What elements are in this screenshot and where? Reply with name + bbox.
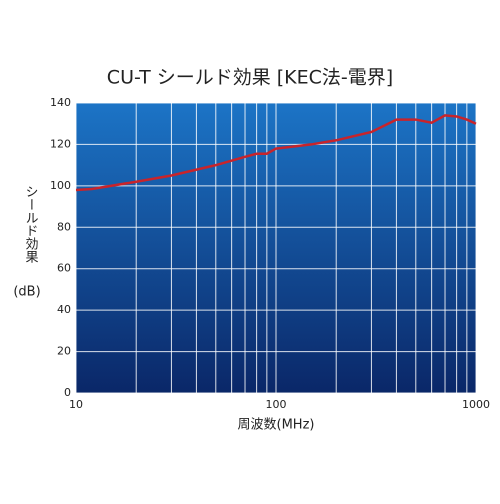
y-tick-label: 100 xyxy=(50,179,71,192)
y-tick-label: 40 xyxy=(57,303,71,316)
y-axis-label: シールド効果 xyxy=(23,185,39,263)
y-tick-label: 60 xyxy=(57,262,71,275)
x-tick-label: 10 xyxy=(69,398,83,411)
y-tick-label: 140 xyxy=(50,96,71,109)
y-tick-label: 120 xyxy=(50,137,71,150)
data-line xyxy=(75,114,477,192)
y-tick-label: 0 xyxy=(64,386,71,399)
x-tick-label: 1000 xyxy=(462,398,490,411)
y-tick-label: 80 xyxy=(57,220,71,233)
chart-title: CU-T シールド効果 [KEC法-電界] xyxy=(107,67,393,89)
x-axis-label: 周波数(MHz) xyxy=(238,418,315,433)
y-axis-unit: (dB) xyxy=(13,285,40,300)
x-tick-label: 100 xyxy=(266,398,287,411)
y-tick-label: 20 xyxy=(57,345,71,358)
